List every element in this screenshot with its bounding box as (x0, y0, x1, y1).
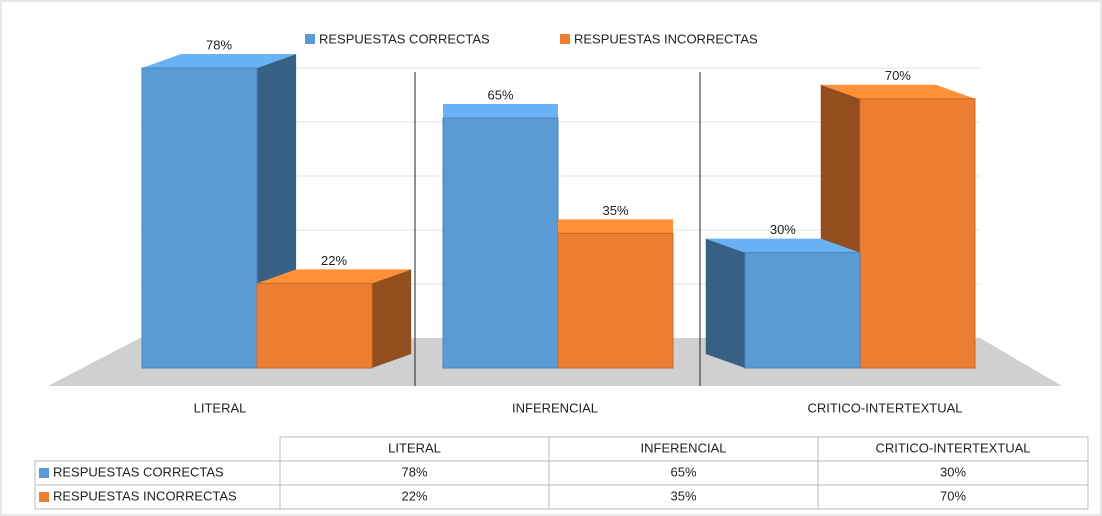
bar-top (558, 219, 673, 234)
legend-swatch (560, 34, 570, 44)
bar (557, 232, 674, 369)
bar-top (705, 238, 860, 253)
x-tick-label: INFERENCIAL (512, 400, 598, 415)
table-row-label: RESPUESTAS CORRECTAS (53, 464, 224, 479)
data-label: 65% (487, 87, 513, 102)
table-row-label: RESPUESTAS INCORRECTAS (53, 488, 237, 503)
table-cell: 78% (401, 464, 427, 479)
bar (256, 282, 373, 369)
bar (744, 252, 861, 369)
data-label: 70% (885, 68, 911, 83)
table-cell: 70% (940, 488, 966, 503)
data-label: 30% (770, 222, 796, 237)
data-label: 78% (206, 37, 232, 52)
bar (141, 67, 258, 369)
table-header: CRITICO-INTERTEXTUAL (875, 440, 1030, 455)
bar-top (257, 269, 412, 284)
table-header: LITERAL (388, 440, 441, 455)
data-label: 22% (321, 253, 347, 268)
table-cell: 35% (670, 488, 696, 503)
bar (859, 98, 976, 369)
bar-side (372, 269, 412, 368)
bar-top (820, 84, 975, 99)
x-tick-label: LITERAL (194, 400, 247, 415)
table-cell: 65% (670, 464, 696, 479)
data-label: 35% (602, 203, 628, 218)
legend-label: RESPUESTAS INCORRECTAS (574, 31, 758, 46)
bar (442, 117, 559, 369)
table-swatch (39, 492, 49, 502)
bar-top (142, 54, 297, 68)
bar-side (705, 238, 745, 368)
legend-label: RESPUESTAS CORRECTAS (319, 31, 490, 46)
bar-top (443, 104, 558, 118)
table-cell: 30% (940, 464, 966, 479)
x-tick-label: CRITICO-INTERTEXTUAL (807, 400, 962, 415)
table-cell: 22% (401, 488, 427, 503)
table-swatch (39, 468, 49, 478)
legend-swatch (305, 34, 315, 44)
table-header: INFERENCIAL (641, 440, 727, 455)
